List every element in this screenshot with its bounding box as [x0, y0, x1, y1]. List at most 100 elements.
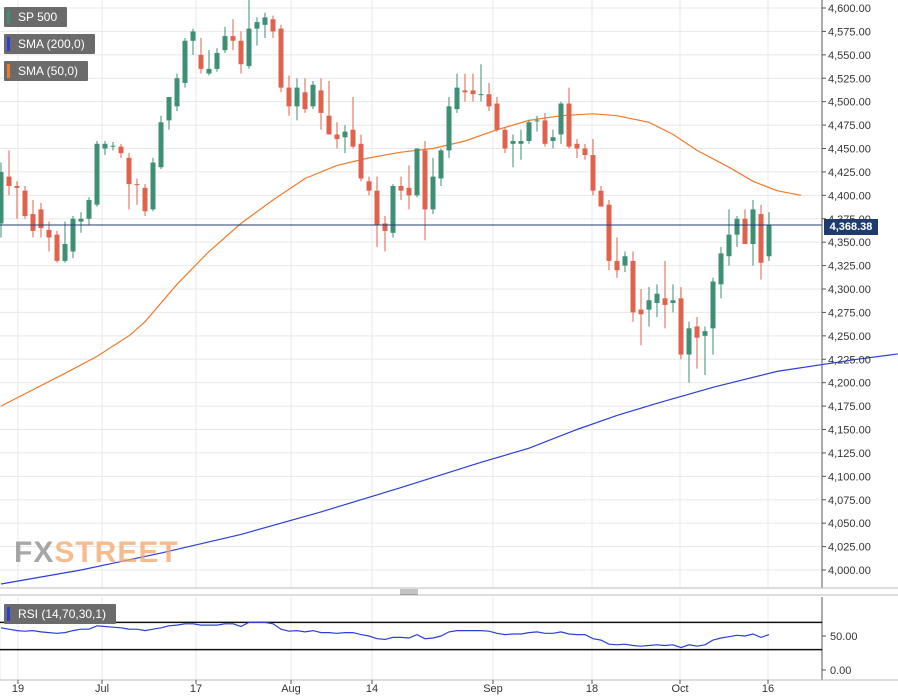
candle-body	[558, 103, 564, 135]
candle-body	[470, 90, 476, 95]
legend-sp500[interactable]: SP 500	[4, 7, 68, 27]
rsi-y-tick-label: 0.00	[830, 665, 851, 677]
candle	[686, 321, 692, 383]
candle	[582, 143, 588, 160]
candle	[166, 96, 172, 130]
candle-body	[598, 190, 604, 207]
candle-body	[382, 223, 388, 231]
candle-body	[350, 129, 356, 147]
candle	[70, 215, 76, 259]
candle	[598, 185, 604, 207]
candle-body	[110, 145, 116, 147]
last-price-badge: 4,368.38	[824, 219, 878, 235]
candle-body	[310, 84, 316, 107]
y-tick-label: 4,100.00	[828, 471, 871, 483]
candle-body	[590, 155, 596, 191]
rsi-y-tick-label: 50.00	[830, 631, 858, 643]
legend-sma200[interactable]: SMA (200,0)	[4, 34, 95, 54]
candle	[542, 112, 548, 147]
candle	[46, 221, 52, 252]
candle-body	[566, 103, 572, 147]
candle-body	[46, 229, 52, 238]
x-tick-label: Oct	[671, 683, 688, 695]
x-tick-label: 16	[762, 683, 774, 695]
sma-50-line	[0, 113, 802, 407]
candle	[566, 87, 572, 149]
candle-body	[662, 298, 668, 305]
candle-body	[646, 300, 652, 310]
candle-body	[78, 218, 84, 222]
candle	[366, 176, 372, 196]
candle	[670, 284, 676, 313]
y-tick-label: 4,425.00	[828, 167, 871, 179]
candle-body	[14, 185, 20, 188]
candle-body	[614, 260, 620, 271]
candle	[622, 251, 628, 273]
candle-body	[318, 90, 324, 113]
candle-body	[326, 115, 332, 135]
candle-body	[246, 28, 252, 67]
candle-body	[174, 78, 180, 107]
candle-body	[126, 157, 132, 185]
candle-body	[182, 40, 188, 83]
legend-rsi[interactable]: RSI (14,70,30,1)	[4, 604, 117, 624]
candle-body	[190, 31, 196, 41]
candle-body	[334, 134, 340, 140]
chart-grid	[0, 0, 822, 680]
candle-body	[726, 234, 732, 257]
candle	[150, 157, 156, 212]
candle-body	[150, 162, 156, 210]
candle-body	[622, 256, 628, 266]
candle-body	[366, 181, 372, 191]
y-tick-label: 4,125.00	[828, 448, 871, 460]
candle-body	[358, 143, 364, 179]
y-tick-label: 4,450.00	[828, 144, 871, 156]
candle-body	[294, 87, 300, 107]
y-tick-label: 4,550.00	[828, 50, 871, 62]
y-tick-label: 4,075.00	[828, 495, 871, 507]
candle-body	[742, 218, 748, 245]
x-tick-label: 19	[12, 683, 24, 695]
candle	[614, 237, 620, 278]
candle	[38, 202, 44, 238]
candle	[438, 148, 444, 186]
candle-body	[654, 293, 660, 304]
candle-body	[374, 190, 380, 226]
legend-sma50[interactable]: SMA (50,0)	[4, 61, 89, 81]
candle-body	[0, 171, 4, 224]
candle	[6, 150, 12, 196]
candle	[174, 73, 180, 112]
y-tick-label: 4,525.00	[828, 73, 871, 85]
candle	[62, 221, 68, 263]
candle	[478, 64, 484, 102]
candle	[606, 200, 612, 271]
y-tick-label: 4,025.00	[828, 542, 871, 554]
candle-body	[550, 137, 556, 142]
candle-body	[574, 143, 580, 149]
candle	[342, 125, 348, 154]
y-tick-label: 4,300.00	[828, 284, 871, 296]
candle-body	[534, 120, 540, 122]
candle-body	[494, 103, 500, 130]
candle-body	[86, 200, 92, 219]
candle-body	[30, 214, 36, 231]
candle	[262, 12, 268, 38]
candle	[230, 19, 236, 51]
candle-body	[134, 184, 140, 186]
candle-body	[542, 120, 548, 144]
candle-body	[454, 87, 460, 110]
candle	[662, 260, 668, 329]
x-tick-label: 18	[586, 683, 598, 695]
candle	[78, 212, 84, 233]
x-axis: 19 Jul 17 Aug 14 Sep 18 Oct 16	[12, 680, 774, 695]
candle-body	[446, 106, 452, 151]
candle	[454, 73, 460, 113]
candle-body	[198, 54, 204, 69]
candle	[590, 139, 596, 196]
candle-body	[518, 141, 524, 144]
y-tick-label: 4,175.00	[828, 401, 871, 413]
y-tick-label: 4,050.00	[828, 518, 871, 530]
candle-body	[38, 209, 44, 229]
candle-body	[630, 260, 636, 313]
candle-body	[62, 244, 68, 261]
